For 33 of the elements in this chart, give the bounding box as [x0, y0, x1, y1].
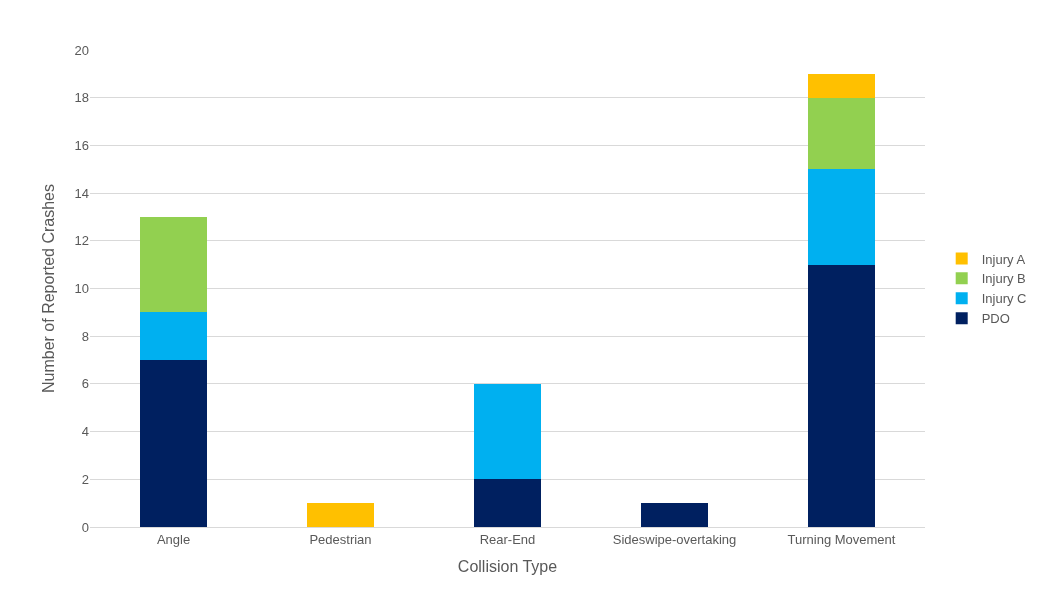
y-tick-label: 14 [74, 185, 89, 201]
y-tick-label: 2 [81, 471, 89, 487]
bar [808, 169, 875, 265]
y-tick-label: 0 [81, 519, 89, 535]
y-tick-label: 4 [81, 424, 89, 440]
bar [474, 383, 541, 480]
y-axis-title: Number of Reported Crashes [40, 184, 58, 393]
bar [808, 73, 875, 98]
y-tick-label: 20 [74, 42, 89, 58]
y-tick-label: 16 [74, 137, 89, 153]
legend-label: Injury B [981, 271, 1026, 287]
legend-label: Injury A [981, 251, 1026, 267]
bar [307, 503, 374, 527]
y-tick-label: 8 [81, 328, 89, 344]
x-tick-label: Turning Movement [787, 531, 896, 547]
bar [808, 97, 875, 170]
legend-label: PDO [981, 311, 1010, 327]
x-tick-label: Pedestrian [309, 531, 372, 547]
bar [140, 312, 207, 361]
x-tick-label: Angle [156, 531, 191, 547]
x-tick-label: Rear-End [479, 531, 536, 547]
y-tick-label: 6 [81, 376, 89, 392]
bar [474, 479, 541, 527]
bar [808, 264, 875, 527]
y-tick-label: 18 [74, 90, 89, 106]
bar [140, 360, 207, 527]
legend-label: Injury C [981, 291, 1027, 307]
bar [641, 503, 708, 527]
x-tick-label: Sideswipe-overtaking [612, 531, 737, 547]
y-tick-label: 10 [74, 281, 89, 297]
bar [140, 216, 207, 313]
y-tick-label: 12 [74, 233, 89, 249]
x-axis-title: Collision Type [457, 558, 558, 576]
